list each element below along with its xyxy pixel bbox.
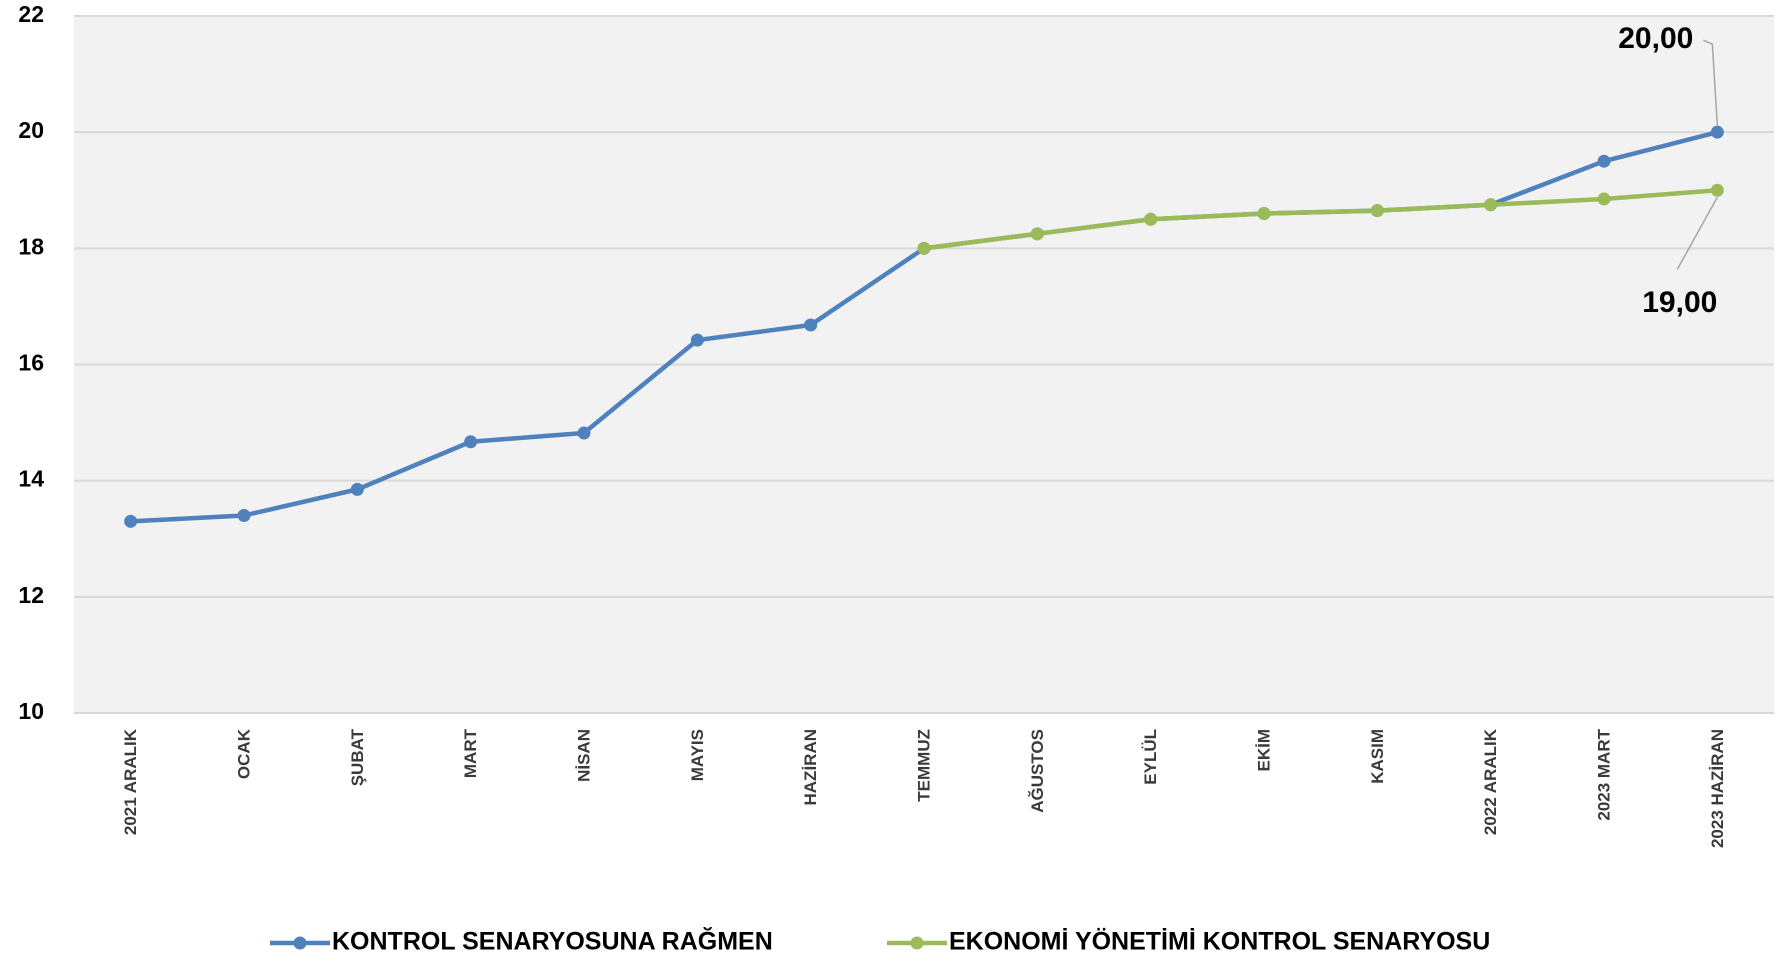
x-tick-label: KASIM bbox=[1368, 729, 1387, 784]
point bbox=[804, 318, 818, 332]
leader-line bbox=[1676, 196, 1718, 270]
legend-label: EKONOMİ YÖNETİMİ KONTROL SENARYOSU bbox=[949, 927, 1490, 954]
x-tick-label: AĞUSTOS bbox=[1028, 729, 1047, 813]
x-tick-label: NİSAN bbox=[574, 729, 593, 782]
series-line bbox=[923, 188, 1718, 251]
point bbox=[350, 482, 364, 496]
point bbox=[1484, 198, 1498, 212]
data-label: 19,00 bbox=[1642, 286, 1717, 319]
point bbox=[1030, 227, 1044, 241]
point bbox=[1370, 204, 1384, 218]
data-label: 20,00 bbox=[1618, 22, 1693, 55]
leader-line bbox=[1703, 39, 1719, 126]
x-tick-label: MART bbox=[461, 728, 480, 778]
x-tick-label: TEMMUZ bbox=[914, 729, 933, 802]
y-tick-label: 20 bbox=[18, 117, 44, 143]
point bbox=[690, 333, 704, 347]
y-tick-label: 12 bbox=[18, 582, 44, 608]
y-tick-label: 14 bbox=[18, 466, 44, 492]
point bbox=[1710, 125, 1724, 139]
point bbox=[1710, 183, 1724, 197]
legend-marker bbox=[293, 936, 307, 950]
y-tick-label: 16 bbox=[18, 350, 44, 376]
point bbox=[464, 435, 478, 449]
point bbox=[1597, 192, 1611, 206]
legend-label: KONTROL SENARYOSUNA RAĞMEN bbox=[332, 927, 773, 954]
point bbox=[124, 514, 138, 528]
y-tick-label: 18 bbox=[18, 233, 44, 259]
x-tick-label: 2023 MART bbox=[1594, 728, 1613, 820]
x-tick-label: MAYIS bbox=[688, 729, 707, 781]
x-tick-label: EYLÜL bbox=[1141, 729, 1160, 785]
point bbox=[237, 509, 251, 523]
x-tick-label: 2022 ARALIK bbox=[1481, 728, 1500, 835]
point bbox=[1597, 154, 1611, 168]
x-tick-label: OCAK bbox=[234, 728, 253, 779]
point bbox=[577, 426, 591, 440]
y-tick-label: 10 bbox=[18, 698, 44, 724]
x-tick-label: 2021 ARALIK bbox=[121, 728, 140, 835]
x-tick-label: 2023 HAZİRAN bbox=[1708, 729, 1727, 848]
point bbox=[1144, 212, 1158, 226]
x-tick-label: ŞUBAT bbox=[348, 728, 367, 786]
point bbox=[1257, 206, 1271, 220]
x-tick-label: HAZİRAN bbox=[801, 729, 820, 806]
y-tick-label: 22 bbox=[18, 1, 44, 27]
x-tick-label: EKİM bbox=[1254, 729, 1273, 772]
legend-marker bbox=[910, 936, 924, 950]
point bbox=[917, 241, 931, 255]
